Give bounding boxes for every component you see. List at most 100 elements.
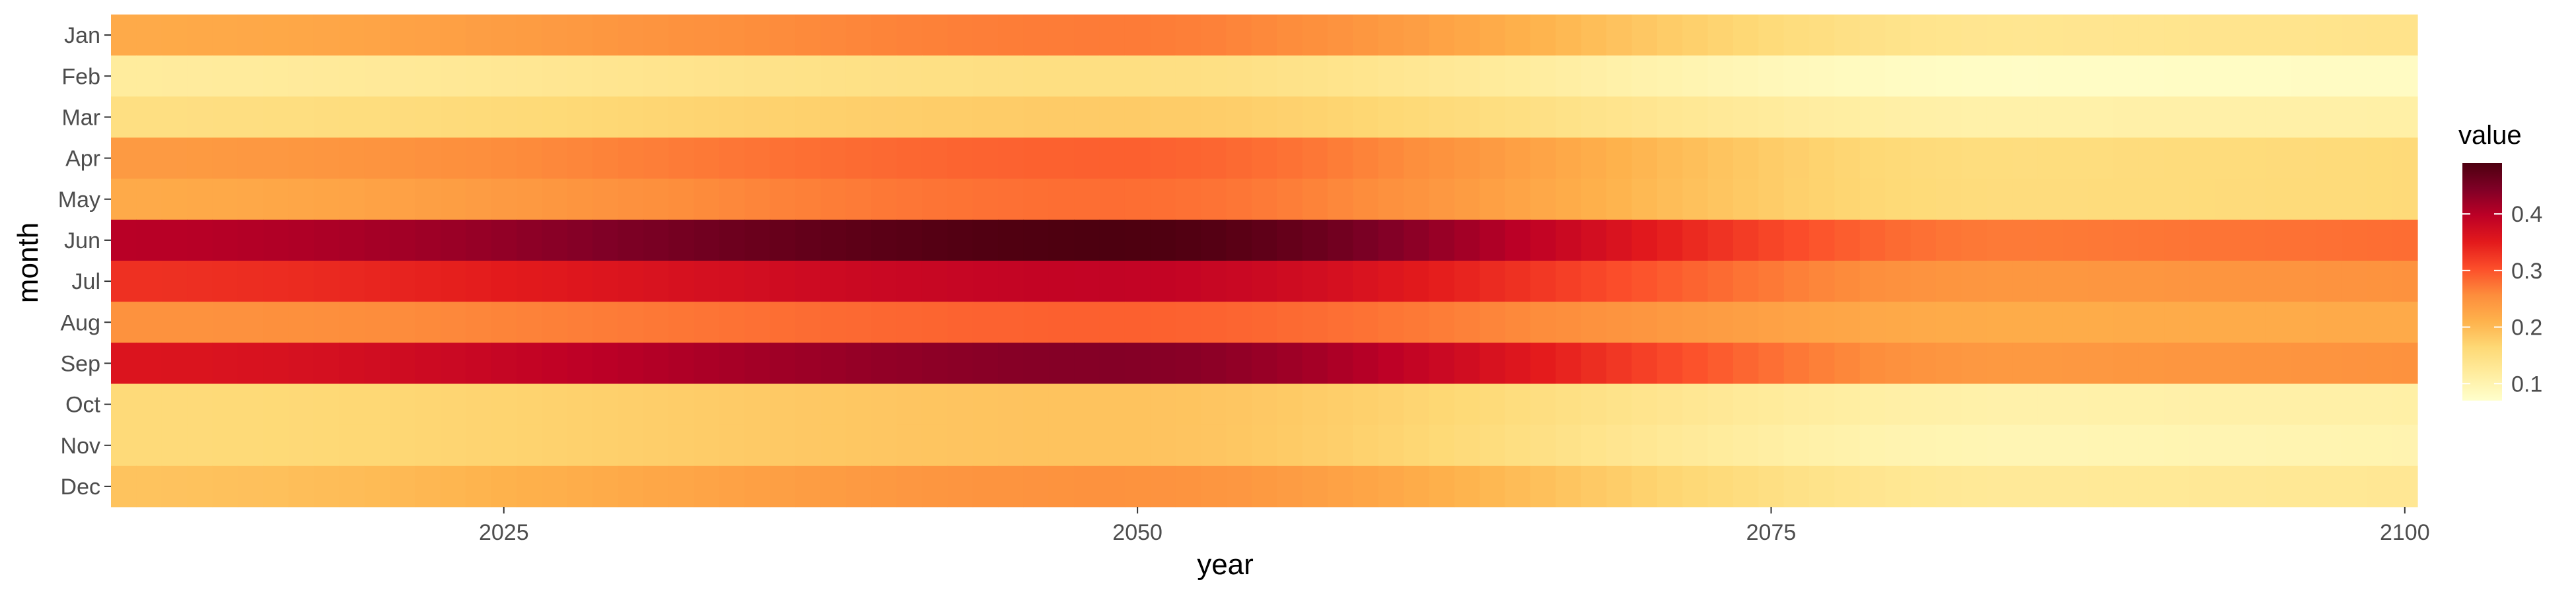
heatmap-tile — [1809, 96, 1835, 138]
heatmap-tile — [2037, 137, 2063, 180]
heatmap-tile — [466, 219, 492, 261]
heatmap-tile — [1556, 137, 1582, 180]
heatmap-tile — [643, 96, 669, 138]
heatmap-tile — [896, 302, 923, 343]
heatmap-tile — [2215, 383, 2240, 426]
heatmap-tile — [1074, 137, 1100, 180]
heatmap-tile — [2037, 55, 2063, 97]
heatmap-tile — [339, 55, 365, 97]
heatmap-tile — [161, 383, 188, 426]
heatmap-tile — [1859, 261, 1886, 302]
heatmap-tile — [1099, 343, 1126, 384]
heatmap-tile — [845, 96, 872, 138]
heatmap-tile — [1429, 55, 1455, 97]
heatmap-tile — [1809, 219, 1835, 261]
heatmap-tile — [1201, 302, 1227, 343]
heatmap-tile — [1023, 424, 1050, 467]
heatmap-tile — [820, 15, 847, 56]
heatmap-tile — [769, 219, 796, 261]
heatmap-tile — [1048, 261, 1075, 302]
heatmap-tile — [567, 383, 593, 426]
heatmap-tile — [2341, 383, 2367, 426]
heatmap-tile — [212, 15, 238, 56]
heatmap-tile — [111, 96, 137, 138]
heatmap-tile — [1454, 15, 1480, 56]
heatmap-tile — [339, 15, 365, 56]
heatmap-tile — [2215, 96, 2240, 138]
heatmap-tile — [1201, 383, 1227, 426]
heatmap-tile — [237, 424, 264, 467]
heatmap-tile — [2265, 219, 2291, 261]
heatmap-tile — [2189, 96, 2215, 138]
heatmap-tile — [871, 261, 898, 302]
heatmap-tile — [1226, 15, 1252, 56]
heatmap-tile — [1961, 424, 1987, 467]
heatmap-tile — [769, 383, 796, 426]
heatmap-tile — [1480, 15, 1506, 56]
heatmap-tile — [237, 383, 264, 426]
heatmap-tile — [1226, 137, 1252, 180]
heatmap-tile — [2012, 219, 2038, 261]
heatmap-tile — [2189, 15, 2215, 56]
heatmap-tile — [187, 343, 213, 384]
heatmap-tile — [1327, 261, 1353, 302]
heatmap-tile — [2367, 96, 2393, 138]
heatmap-tile — [1353, 424, 1379, 467]
heatmap-tile — [668, 96, 695, 138]
heatmap-tile — [1682, 424, 1709, 467]
heatmap-tile — [2215, 302, 2240, 343]
heatmap-tile — [592, 465, 619, 508]
heatmap-tile — [440, 178, 466, 220]
heatmap-tile — [1505, 424, 1531, 467]
heatmap-tile — [2240, 137, 2266, 180]
heatmap-tile — [744, 465, 771, 508]
heatmap-tile — [1707, 55, 1734, 97]
heatmap-tile — [491, 465, 517, 508]
heatmap-tile — [440, 343, 466, 384]
heatmap-tile — [1201, 137, 1227, 180]
heatmap-tile — [2367, 465, 2393, 508]
heatmap-tile — [618, 219, 644, 261]
heatmap-tile — [2088, 424, 2114, 467]
heatmap-tile — [1327, 219, 1353, 261]
heatmap-tile — [998, 219, 1024, 261]
heatmap-tile — [1074, 302, 1100, 343]
heatmap-tile — [136, 424, 162, 467]
heatmap-tile — [1201, 15, 1227, 56]
heatmap-tile — [1302, 137, 1328, 180]
heatmap-tile — [1378, 219, 1404, 261]
heatmap-tile — [339, 302, 365, 343]
heatmap-tile — [1074, 55, 1100, 97]
heatmap-tile — [1429, 96, 1455, 138]
heatmap-tile — [1074, 96, 1100, 138]
heatmap-tile — [1505, 383, 1531, 426]
heatmap-tile — [2240, 219, 2266, 261]
heatmap-tile — [1935, 137, 1962, 180]
heatmap-tile — [288, 178, 314, 220]
heatmap-tile — [161, 178, 188, 220]
heatmap-tile — [516, 424, 542, 467]
heatmap-tile — [313, 343, 340, 384]
heatmap-tile — [263, 137, 289, 180]
heatmap-tile — [694, 465, 720, 508]
heatmap-tile — [2088, 261, 2114, 302]
heatmap-tile — [567, 343, 593, 384]
heatmap-tile — [1048, 383, 1075, 426]
heatmap-tile — [719, 343, 745, 384]
heatmap-tile — [2265, 261, 2291, 302]
heatmap-tile — [1353, 261, 1379, 302]
heatmap-tile — [1556, 424, 1582, 467]
heatmap-tile — [1910, 15, 1937, 56]
heatmap-tile — [1859, 137, 1886, 180]
heatmap-tile — [2012, 465, 2038, 508]
heatmap-tile — [1733, 343, 1759, 384]
heatmap-tile — [1353, 383, 1379, 426]
heatmap-tile — [2240, 465, 2266, 508]
heatmap-tile — [542, 55, 568, 97]
heatmap-tile — [1480, 383, 1506, 426]
heatmap-tile — [1657, 343, 1683, 384]
heatmap-tile — [2037, 383, 2063, 426]
heatmap-tile — [1885, 55, 1912, 97]
heatmap-tile — [2265, 343, 2291, 384]
heatmap-tile — [643, 302, 669, 343]
